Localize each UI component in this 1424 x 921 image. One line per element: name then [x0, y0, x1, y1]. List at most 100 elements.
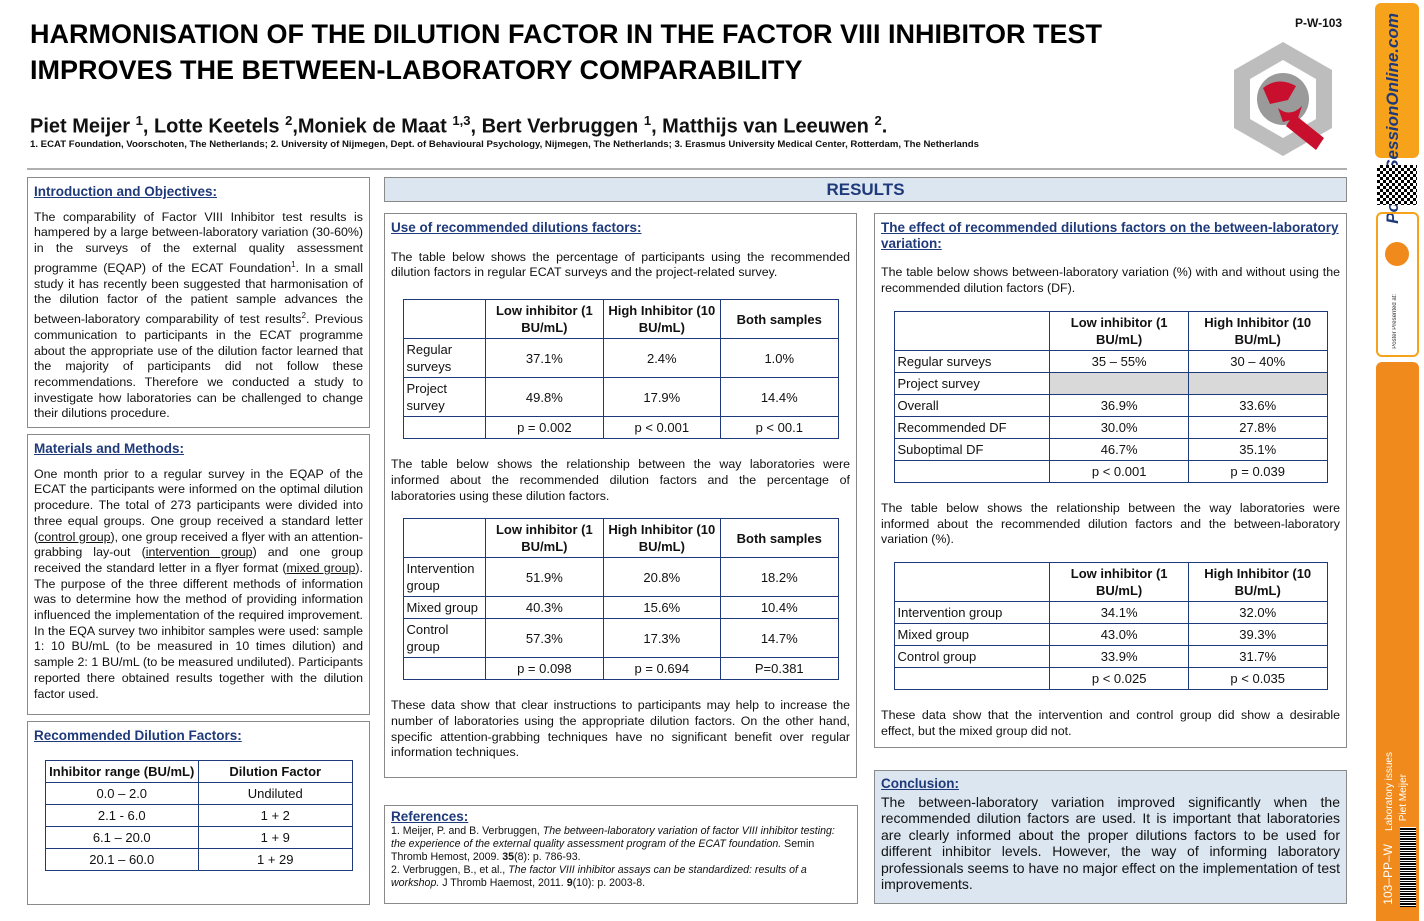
header-cell: High Inhibitor (10 BU/mL) [602, 518, 722, 559]
data-table: Low inhibitor (1 BU/mL) High Inhibitor (1… [402, 518, 839, 681]
row: Suboptimal DF 46.7% 35.1% [893, 437, 1328, 461]
cell: 33.6% [1187, 393, 1328, 417]
row-label: Recommended DF [893, 415, 1051, 439]
p-value: p = 0.039 [1187, 459, 1328, 483]
row: Project survey [893, 371, 1328, 395]
table-wrap: Low inhibitor (1 BU/mL) High Inhibitor (1… [893, 310, 1328, 483]
p-value-row: p = 0.098 p = 0.694 P=0.381 [402, 657, 839, 681]
corner-cell [893, 561, 1051, 602]
cell: 33.9% [1049, 644, 1189, 668]
heading: Use of recommended dilutions factors: [391, 220, 642, 235]
effect-box: The effect of recommended dilutions fact… [874, 213, 1347, 748]
data-table: Low inhibitor (1 BU/mL) High Inhibitor (1… [402, 299, 839, 440]
blank-cell [402, 657, 487, 681]
heading: The effect of recommended dilutions fact… [881, 220, 1339, 251]
cell: 20.1 – 60.0 [44, 847, 199, 871]
p-value-row: p < 0.001 p = 0.039 [893, 459, 1328, 483]
sidebar-info: Laboratory issues Piet Meijer 103–PP–W [1376, 362, 1419, 921]
cell: 40.3% [485, 596, 604, 620]
cell: 35 – 55% [1049, 349, 1189, 373]
cell: 27.8% [1187, 415, 1328, 439]
row-label: Intervention group [893, 600, 1051, 624]
paragraph: The table below shows the relationship b… [881, 500, 1340, 547]
data-table: Low inhibitor (1 BU/mL) High Inhibitor (1… [893, 310, 1328, 483]
heading: Recommended Dilution Factors: [34, 728, 242, 743]
row: 6.1 – 20.0 1 + 9 [44, 825, 353, 849]
paragraph: These data show that clear instructions … [391, 698, 850, 760]
shaded-cell [1049, 371, 1189, 395]
paragraph: The table below shows the relationship b… [391, 457, 850, 503]
p-value: p = 0.098 [485, 657, 604, 681]
cell: 30 – 40% [1187, 349, 1328, 373]
divider [27, 168, 1347, 170]
cell: 20.8% [602, 557, 722, 598]
p-value: p < 00.1 [720, 416, 839, 440]
blank-cell [402, 416, 487, 440]
cell: 17.3% [602, 618, 722, 659]
cell: 14.7% [720, 618, 839, 659]
author-name: , Bert Verbruggen [470, 115, 644, 138]
text-run: 2 [301, 311, 306, 321]
row: Regular surveys 35 – 55% 30 – 40% [893, 349, 1328, 373]
cell: 6.1 – 20.0 [44, 825, 199, 849]
text-run: (8): p. 786-93. [514, 851, 581, 863]
blank-cell [893, 459, 1051, 483]
title-line: HARMONISATION OF THE DILUTION FACTOR IN … [30, 19, 1103, 49]
cell: 1 + 2 [198, 803, 353, 827]
header-row: Low inhibitor (1 BU/mL) High Inhibitor (1… [402, 518, 839, 559]
header-cell: High Inhibitor (10 BU/mL) [1187, 310, 1328, 351]
cell: 0.0 – 2.0 [44, 781, 199, 805]
heading: References: [391, 809, 469, 824]
row: 2.1 - 6.0 1 + 2 [44, 803, 353, 827]
header-cell: High Inhibitor (10 BU/mL) [1187, 561, 1328, 602]
row-label: Project survey [893, 371, 1051, 395]
cell: 10.4% [720, 596, 839, 620]
p-value: p = 0.694 [602, 657, 722, 681]
code: 103–PP–W [1381, 844, 1395, 905]
cell: 36.9% [1049, 393, 1189, 417]
cell: 2.4% [602, 338, 722, 379]
heading: Introduction and Objectives: [34, 184, 218, 199]
authors: Piet Meijer 1, Lotte Keetels 2,Moniek de… [30, 113, 887, 139]
cell: 37.1% [485, 338, 604, 379]
poster-code: P-W-103 [1295, 16, 1343, 30]
header-cell: Low inhibitor (1 BU/mL) [485, 518, 604, 559]
cell: 1.0% [720, 338, 839, 379]
row: Control group 57.3% 17.3% 14.7% [402, 618, 839, 659]
row: Recommended DF 30.0% 27.8% [893, 415, 1328, 439]
text-run: intervention group [145, 545, 253, 560]
text-run: The factor VIII inhibitor assays can be … [391, 864, 807, 889]
text-run: ). The purpose of the three different me… [34, 560, 363, 701]
cell: 46.7% [1049, 437, 1189, 461]
paragraph: These data show that the intervention an… [881, 707, 1340, 738]
row-label: Suboptimal DF [893, 437, 1051, 461]
text-run: control group [38, 529, 111, 544]
data-table: Inhibitor range (BU/mL) Dilution Factor 0.… [44, 759, 353, 871]
title: HARMONISATION OF THE DILUTION FACTOR IN … [30, 16, 1102, 88]
author-name: , Matthijs van Leeuwen [651, 115, 875, 138]
row: Project survey 49.8% 17.9% 14.4% [402, 377, 839, 418]
paragraph: The table below shows between-laboratory… [881, 265, 1340, 296]
cell: 17.9% [602, 377, 722, 418]
text-run: One month prior to a regular survey in t… [34, 466, 363, 544]
cell: 32.0% [1187, 600, 1328, 624]
text-run: Semin Thromb Hemost, 2009. [391, 838, 815, 863]
cell: 57.3% [485, 618, 604, 659]
methods-box: Materials and Methods: One month prior t… [27, 434, 370, 715]
cell: Undiluted [198, 781, 353, 805]
sidebar-presented: Poster Presented at: [1376, 212, 1419, 357]
author-affil: 1 [643, 113, 652, 128]
corner-cell [402, 299, 487, 340]
conclusion-box: Conclusion: The between-laboratory varia… [874, 770, 1347, 904]
row-label: Control group [893, 644, 1051, 668]
row-label: Mixed group [893, 622, 1051, 646]
row: Regular surveys 37.1% 2.4% 1.0% [402, 338, 839, 379]
header-row: Low inhibitor (1 BU/mL) High Inhibitor (1… [893, 561, 1328, 602]
text-run: ) and one group received the standard le… [34, 545, 363, 575]
shaded-cell [1187, 371, 1328, 395]
author-name: . [881, 115, 888, 138]
cell: 39.3% [1187, 622, 1328, 646]
table-wrap: Inhibitor range (BU/mL) Dilution Factor 0.… [44, 759, 353, 871]
header-cell: Both samples [720, 299, 839, 340]
header-row: Low inhibitor (1 BU/mL) High Inhibitor (1… [893, 310, 1328, 351]
